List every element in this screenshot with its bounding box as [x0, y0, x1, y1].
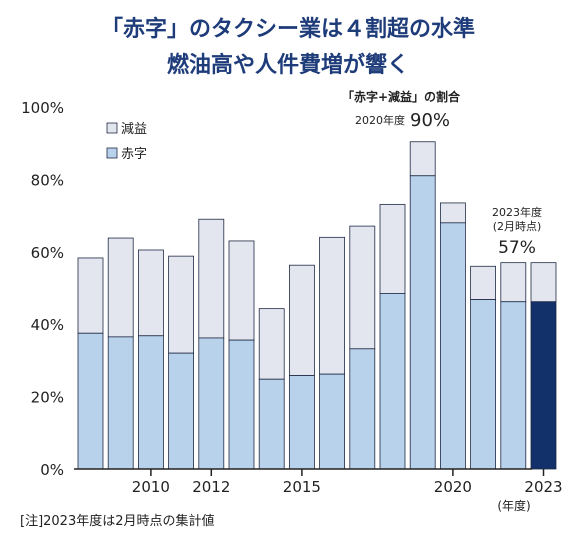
y-tick-label: 80% — [31, 171, 64, 189]
legend-label-reduced-profit: 減益 — [121, 121, 147, 137]
x-tick-label: 2023 — [524, 478, 562, 496]
x-axis: 2010 2012 2015 2020 2023 — [132, 469, 563, 496]
annotation-2023-value: 57% — [498, 238, 536, 258]
bar-segment-deficit — [288, 375, 315, 470]
bar-segment-deficit — [470, 299, 497, 470]
headline-line1: 「赤字」のタクシー業は４割超の水準 — [101, 16, 475, 42]
bar-segment-deficit — [228, 339, 255, 470]
bar-segment-deficit — [530, 301, 557, 470]
x-tick-label: 2015 — [283, 478, 321, 496]
bar-segment-deficit — [439, 222, 466, 470]
bar-segment-reduced-profit — [258, 308, 285, 380]
bar-segment-deficit — [77, 332, 104, 470]
bar-segment-deficit — [107, 336, 134, 470]
y-tick-label: 0% — [40, 461, 64, 479]
bar-segment-reduced-profit — [137, 249, 164, 337]
bar-segment-reduced-profit — [288, 264, 315, 377]
bar-segment-reduced-profit — [168, 255, 195, 354]
bar-segment-deficit — [379, 293, 406, 470]
y-axis: 0% 20% 40% 60% 80% 100% — [21, 99, 64, 479]
x-tick-label: 2020 — [434, 478, 472, 496]
y-tick-label: 20% — [31, 389, 64, 407]
bar-segment-reduced-profit — [107, 237, 134, 338]
bar-segment-reduced-profit — [198, 218, 225, 339]
legend: 減益 赤字 — [106, 121, 147, 162]
bar-segment-reduced-profit — [409, 141, 436, 177]
bar-segment-reduced-profit — [439, 202, 466, 224]
bar-segment-reduced-profit — [530, 262, 557, 303]
bar-segment-reduced-profit — [379, 203, 406, 294]
annotation-2020-value: 90% — [410, 110, 450, 131]
bar-segment-reduced-profit — [470, 265, 497, 300]
annotation-2023-label-1: 2023年度 — [492, 205, 542, 219]
y-tick-label: 40% — [31, 316, 64, 334]
annotation-2020-label: 2020年度 — [355, 113, 405, 127]
x-tick-label: 2012 — [192, 478, 230, 496]
bar-segment-reduced-profit — [77, 257, 104, 334]
bar-segment-deficit — [258, 378, 285, 470]
bar-segment-reduced-profit — [500, 262, 527, 303]
bar-segment-deficit — [137, 335, 164, 470]
bar-segment-deficit — [349, 348, 376, 470]
legend-swatch-reduced-profit — [106, 122, 118, 134]
bar-segment-deficit — [409, 175, 436, 470]
bar-segment-reduced-profit — [319, 236, 346, 375]
bar-segment-reduced-profit — [228, 240, 255, 341]
headline-line2: 燃油高や人件費増が響く — [167, 52, 409, 78]
annotation-2023-label-2: (2月時点) — [493, 220, 542, 233]
y-tick-label: 100% — [21, 99, 64, 117]
footnote: [注]2023年度は2月時点の集計値 — [20, 513, 215, 529]
bar-segment-reduced-profit — [349, 225, 376, 350]
legend-swatch-deficit — [106, 147, 118, 159]
bar-segment-deficit — [198, 337, 225, 470]
bars — [77, 141, 557, 470]
legend-label-deficit: 赤字 — [121, 147, 147, 162]
bar-segment-deficit — [319, 373, 346, 470]
x-tick-label: 2010 — [132, 478, 170, 496]
x-unit-label: (年度) — [497, 498, 530, 513]
annotation-header: 「赤字+減益」の割合 — [342, 89, 461, 104]
bar-segment-deficit — [168, 352, 195, 470]
bar-segment-deficit — [500, 301, 527, 470]
y-tick-label: 60% — [31, 244, 64, 262]
